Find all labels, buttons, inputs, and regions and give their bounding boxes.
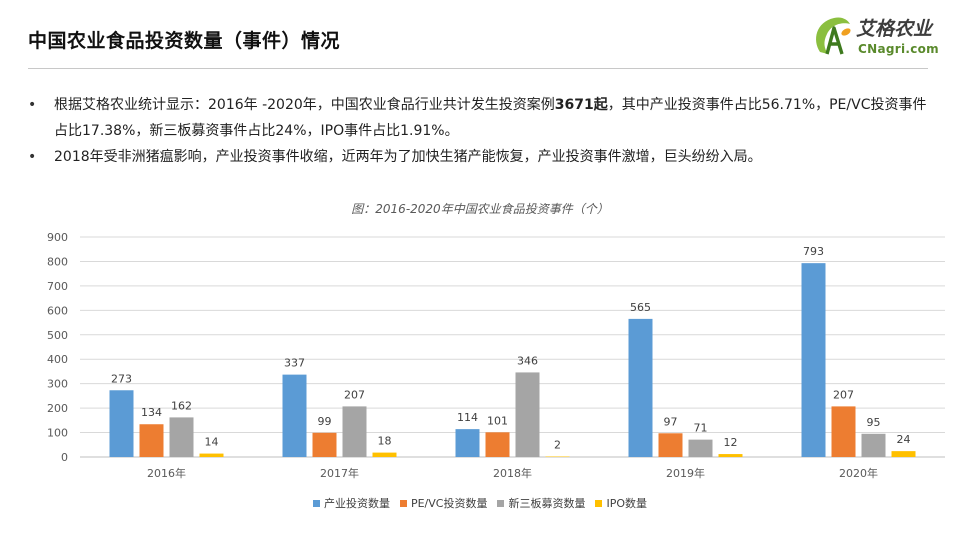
bar <box>688 439 713 457</box>
bar <box>658 433 683 457</box>
logo-brand-name: 艾格农业 <box>856 18 933 40</box>
brand-logo: 艾格农业 CNagri.com <box>812 12 952 64</box>
legend-swatch <box>497 500 505 507</box>
y-tick-label: 200 <box>47 402 68 415</box>
bullet-text: 根据艾格农业统计显示：2016年 -2020年，中国农业食品行业共计发生投资案例 <box>54 97 555 113</box>
data-label: 24 <box>897 433 911 446</box>
bar <box>342 406 367 457</box>
data-label: 99 <box>318 415 332 428</box>
data-label: 97 <box>664 415 678 428</box>
bar <box>801 263 826 457</box>
y-tick-label: 500 <box>47 329 68 342</box>
y-tick-label: 800 <box>47 255 68 268</box>
chart-title: 图：2016-2020年中国农业食品投资事件（个） <box>351 202 609 216</box>
bar <box>861 433 886 457</box>
x-tick-label: 2016年 <box>147 466 186 480</box>
legend-swatch <box>312 500 320 507</box>
y-tick-label: 100 <box>47 427 68 440</box>
bar <box>109 390 134 457</box>
bullet-text-cont: ，其中产业投资事件占比56.71%，PE/VC投资事件占比17.38%，新三板募… <box>54 97 927 139</box>
x-tick-label: 2018年 <box>493 466 532 480</box>
y-tick-label: 400 <box>47 353 68 366</box>
y-tick-label: 0 <box>61 451 68 464</box>
data-label: 346 <box>517 354 538 367</box>
y-tick-label: 700 <box>47 280 68 293</box>
logo-domain: CNagri.com <box>858 42 939 56</box>
bar <box>199 453 224 457</box>
data-label: 71 <box>694 422 708 435</box>
y-tick-label: 600 <box>47 304 68 317</box>
bar <box>372 452 397 457</box>
bar <box>515 372 540 457</box>
legend-label: PE/VC投资数量 <box>410 497 488 510</box>
bullet-text: 2018年受非洲猪瘟影响，产业投资事件收缩，近两年为了加快生猪产能恢复，产业投资… <box>54 149 762 165</box>
legend-label: 新三板募资数量 <box>508 497 586 510</box>
data-label: 14 <box>205 436 219 449</box>
bar <box>312 432 337 457</box>
data-label: 114 <box>457 411 478 424</box>
bullet-highlight: 3671起 <box>554 97 608 113</box>
x-tick-label: 2017年 <box>320 466 359 480</box>
bar <box>891 451 916 457</box>
bar <box>628 318 653 457</box>
bar <box>282 374 307 457</box>
data-label: 162 <box>171 399 192 412</box>
legend-label: 产业投资数量 <box>323 497 390 510</box>
data-label: 2 <box>554 439 561 452</box>
data-label: 207 <box>833 388 854 401</box>
page-title: 中国农业食品投资数量（事件）情况 <box>28 30 341 52</box>
bullet-item: 根据艾格农业统计显示：2016年 -2020年，中国农业食品行业共计发生投资案例… <box>28 92 933 144</box>
data-label: 101 <box>487 414 508 427</box>
legend-item: 新三板募资数量 <box>497 495 585 511</box>
bullet-item: 2018年受非洲猪瘟影响，产业投资事件收缩，近两年为了加快生猪产能恢复，产业投资… <box>28 144 933 170</box>
legend-item: 产业投资数量 <box>312 495 390 511</box>
x-tick-label: 2020年 <box>839 466 878 480</box>
data-label: 565 <box>630 301 651 314</box>
data-label: 18 <box>378 435 392 448</box>
bar <box>139 424 164 457</box>
y-tick-label: 300 <box>47 378 68 391</box>
data-label: 793 <box>803 245 824 258</box>
legend-label: IPO数量 <box>606 497 648 510</box>
bar-chart: 图：2016-2020年中国农业食品投资事件（个） 0 100 200 300 400 5… <box>0 190 960 530</box>
data-label: 134 <box>141 406 162 419</box>
leaf-logo-icon <box>816 17 851 55</box>
bar <box>455 429 480 457</box>
legend-item: PE/VC投资数量 <box>399 495 488 511</box>
bar <box>485 432 510 457</box>
y-tick-label: 900 <box>47 231 68 244</box>
summary-bullets: 根据艾格农业统计显示：2016年 -2020年，中国农业食品行业共计发生投资案例… <box>28 92 933 170</box>
legend-item: IPO数量 <box>595 495 647 511</box>
bar <box>831 406 856 457</box>
data-label: 207 <box>344 388 365 401</box>
bar <box>718 454 743 457</box>
chart-legend: 产业投资数量 PE/VC投资数量 新三板募资数量 IPO数量 <box>0 495 960 511</box>
data-label: 273 <box>111 372 132 385</box>
data-label: 12 <box>724 436 738 449</box>
bar <box>169 417 194 457</box>
title-divider <box>28 68 928 69</box>
data-label: 337 <box>284 357 305 370</box>
legend-swatch <box>399 500 407 507</box>
data-label: 95 <box>867 416 881 429</box>
legend-swatch <box>595 500 603 507</box>
chart-plot: 0 100 200 300 400 500 600 700 800 900 273 134 162 14 2… <box>47 231 945 480</box>
x-tick-label: 2019年 <box>666 466 705 480</box>
